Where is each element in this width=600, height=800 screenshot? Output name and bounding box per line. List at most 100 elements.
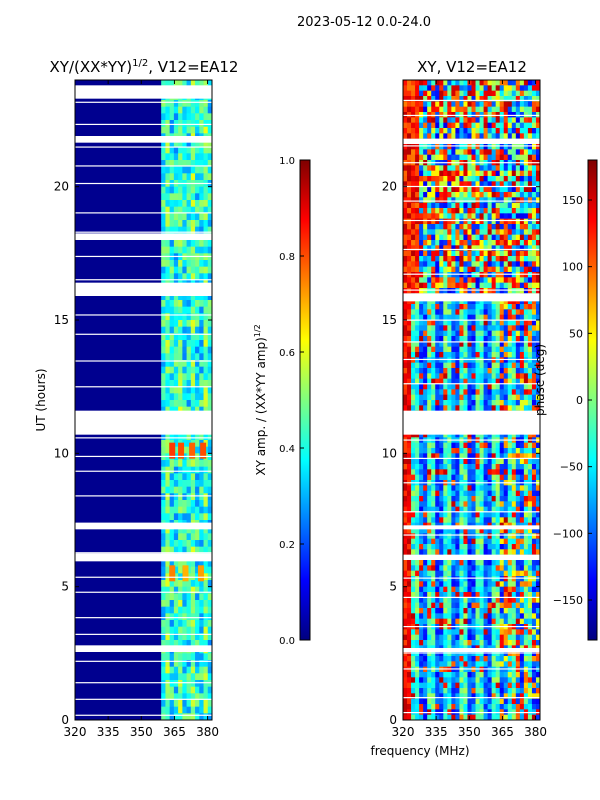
heatmap-cell [427, 528, 432, 534]
heatmap-cell [475, 154, 480, 161]
heatmap-cell [535, 496, 540, 502]
heatmap-cell [419, 234, 424, 241]
heatmap-cell [483, 144, 489, 150]
heatmap-cell [403, 629, 408, 636]
heatmap-cell [491, 202, 497, 209]
heatmap-cell [415, 464, 420, 470]
heatmap-cell [499, 346, 505, 353]
heatmap-cell [455, 341, 460, 348]
heatmap-cell [479, 266, 484, 273]
heatmap-cell [447, 234, 452, 241]
heatmap-cell [451, 170, 456, 177]
heatmap-cell [447, 128, 452, 134]
heatmap-cell [403, 346, 408, 353]
heatmap-cell [459, 229, 464, 236]
heatmap-cell [411, 234, 416, 241]
heatmap-cell [511, 224, 517, 230]
heatmap-cell [415, 213, 420, 220]
heatmap-cell [511, 453, 517, 460]
heatmap-cell [487, 117, 493, 124]
heatmap-cell [455, 485, 460, 492]
heatmap-cell [479, 288, 484, 294]
heatmap-cell [455, 400, 460, 406]
heatmap-cell [483, 266, 489, 273]
heatmap-cell [161, 333, 166, 341]
heatmap-cell [407, 309, 412, 316]
heatmap-cell [419, 378, 424, 385]
heatmap-cell [207, 686, 212, 694]
heatmap-cell [511, 154, 517, 161]
heatmap-cell [431, 549, 436, 556]
heatmap-cell [415, 528, 420, 534]
heatmap-cell [527, 533, 533, 540]
heatmap-cell [186, 293, 192, 301]
heatmap-cell [415, 512, 420, 518]
heatmap-cell [463, 394, 468, 401]
heatmap-cell [161, 593, 166, 601]
heatmap-cell [535, 581, 540, 588]
heatmap-cell [451, 101, 456, 108]
heatmap-cell [483, 208, 489, 214]
heatmap-cell [451, 581, 456, 588]
heatmap-cell [186, 160, 192, 168]
heatmap-cell [407, 320, 412, 326]
heatmap-cell [427, 362, 432, 369]
heatmap-cell [427, 597, 432, 604]
heatmap-cell [190, 546, 196, 554]
heatmap-cell [483, 432, 489, 438]
heatmap-cell [407, 133, 412, 140]
heatmap-cell [487, 405, 493, 412]
heatmap-cell [190, 713, 196, 720]
heatmap-cell [443, 218, 448, 225]
heatmap-cell [511, 181, 517, 188]
heatmap-cell [415, 352, 420, 358]
heatmap-cell [443, 352, 448, 358]
heatmap-cell [427, 224, 432, 230]
heatmap-cell [173, 273, 179, 281]
heatmap-cell [435, 250, 440, 257]
flagged-band [75, 233, 212, 240]
heatmap-cell [491, 90, 497, 97]
heatmap-cell [487, 464, 493, 470]
heatmap-cell [455, 352, 460, 358]
heatmap-cell [431, 144, 436, 150]
heatmap-cell [499, 368, 505, 374]
heatmap-cell [161, 600, 166, 608]
heatmap-cell [407, 656, 412, 662]
heatmap-cell [531, 389, 537, 396]
heatmap-cell [475, 565, 480, 572]
x-tick-label: 335 [97, 725, 120, 739]
heatmap-cell [182, 246, 187, 254]
heatmap-cell [515, 144, 521, 150]
heatmap-cell [403, 496, 408, 502]
heatmap-cell [199, 493, 204, 501]
heatmap-cell [431, 608, 436, 614]
heatmap-cell [415, 133, 420, 140]
heatmap-cell [207, 240, 212, 248]
heatmap-cell [427, 117, 432, 124]
heatmap-cell [459, 384, 464, 390]
heatmap-cell [169, 166, 175, 174]
heatmap-cell [451, 256, 456, 262]
heatmap-cell [475, 106, 480, 113]
heatmap-cell [523, 373, 529, 380]
heatmap-cell [407, 640, 412, 646]
heatmap-cell [523, 336, 529, 342]
heatmap-cell [182, 393, 187, 401]
heatmap-cell [455, 298, 460, 305]
heatmap-cell [519, 448, 525, 454]
heatmap-cell [483, 453, 489, 460]
heatmap-cell [403, 656, 408, 662]
heatmap-cell [443, 576, 448, 582]
heatmap-cell [173, 200, 179, 208]
heatmap-cell [503, 240, 509, 246]
heatmap-cell [531, 661, 537, 668]
heatmap-cell [435, 533, 440, 540]
heatmap-cell [411, 224, 416, 230]
heatmap-cell [527, 170, 533, 177]
heatmap-cell [491, 170, 497, 177]
heatmap-cell [190, 640, 196, 648]
heatmap-cell [182, 126, 187, 134]
heatmap-cell [186, 693, 192, 701]
heatmap-cell [527, 282, 533, 289]
